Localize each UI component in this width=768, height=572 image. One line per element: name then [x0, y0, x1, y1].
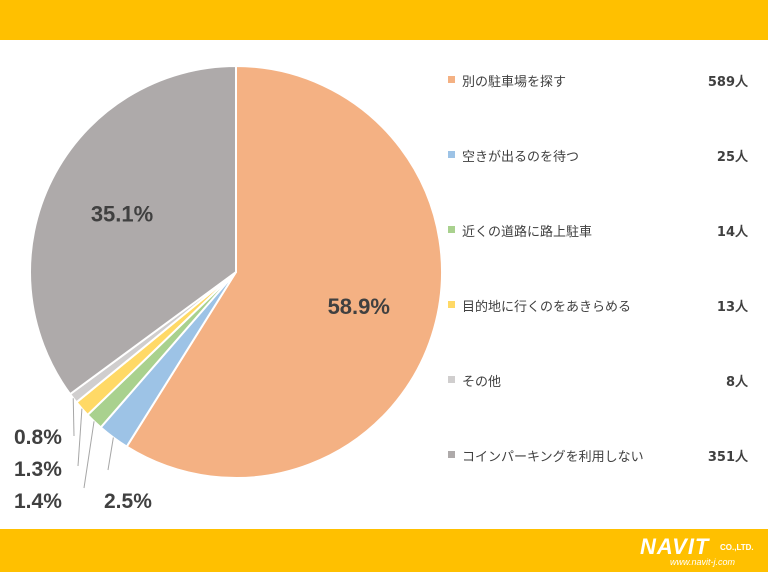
legend-label: 空きが出るのを待つ	[462, 150, 580, 165]
legend-item: 空きが出るのを待つ 25人	[448, 145, 748, 165]
legend-swatch	[448, 76, 455, 83]
legend-item: コインパーキングを利用しない 351人	[448, 445, 748, 465]
legend-swatch	[448, 226, 455, 233]
legend-swatch	[448, 151, 455, 158]
leader-line	[77, 408, 83, 467]
slice-percent-label: 58.9%	[328, 294, 390, 319]
legend-count: 8人	[725, 375, 748, 390]
legend-item: その他 8人	[448, 370, 748, 390]
leader-line	[83, 421, 95, 489]
legend-count: 351人	[707, 450, 748, 465]
legend-count: 13人	[716, 300, 748, 315]
pie-slice	[125, 64, 443, 479]
legend-item: 別の駐車場を探す 589人	[448, 70, 748, 90]
logo-suffix: CO.,LTD.	[720, 543, 754, 552]
legend-count: 14人	[716, 225, 748, 240]
slice-percent-label: 1.4%	[14, 490, 62, 513]
slice-percent-label: 35.1%	[91, 201, 153, 226]
slice-percent-label: 0.8%	[14, 426, 62, 449]
legend-label: その他	[462, 375, 502, 390]
pie-slice	[29, 64, 237, 396]
logo-url: www.navit-j.com	[670, 557, 736, 567]
bottom-band	[0, 529, 768, 572]
chart-area: 58.9% 2.5% 1.4% 1.3% 0.8% 35.1%	[0, 40, 768, 529]
legend-label: コインパーキングを利用しない	[462, 450, 644, 465]
slice-percent-label: 2.5%	[104, 490, 152, 513]
legend-swatch	[448, 301, 455, 308]
legend-label: 別の駐車場を探す	[462, 75, 567, 90]
legend-label: 目的地に行くのをあきらめる	[462, 300, 632, 315]
legend-swatch	[448, 451, 455, 458]
legend-item: 目的地に行くのをあきらめる 13人	[448, 295, 748, 315]
legend-item: 近くの道路に路上駐車 14人	[448, 220, 748, 240]
company-logo: NAVIT CO.,LTD. www.navit-j.com	[640, 534, 758, 568]
leader-line	[72, 398, 75, 437]
legend-count: 25人	[716, 150, 748, 165]
top-band	[0, 0, 768, 40]
pie-chart: 58.9% 2.5% 1.4% 1.3% 0.8% 35.1%	[14, 64, 443, 513]
legend-label: 近くの道路に路上駐車	[462, 225, 593, 240]
logo-text: NAVIT	[640, 534, 710, 559]
legend-count: 589人	[707, 75, 748, 90]
slice-percent-label: 1.3%	[14, 458, 62, 481]
leader-line	[107, 437, 114, 471]
legend-swatch	[448, 376, 455, 383]
